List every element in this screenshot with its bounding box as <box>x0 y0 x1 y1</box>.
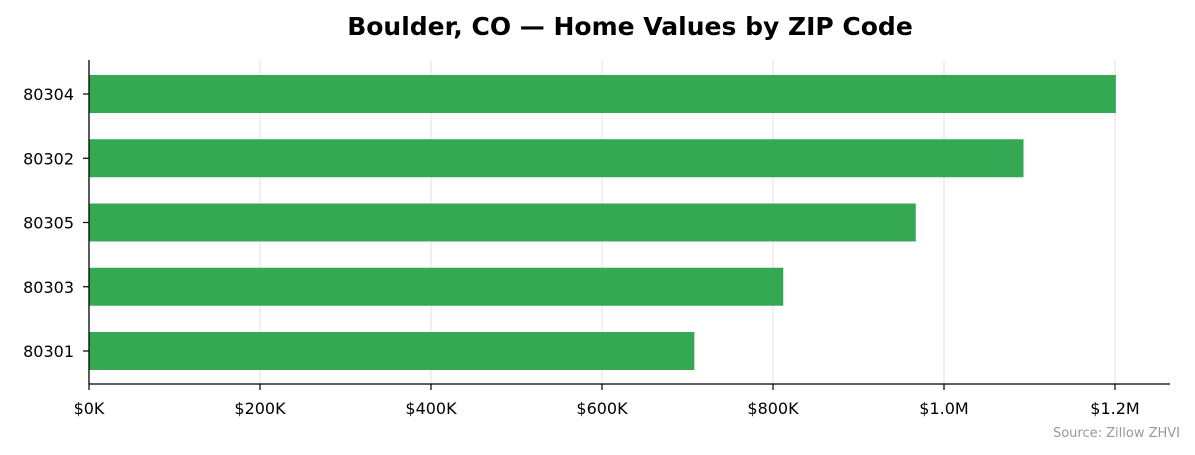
y-tick-label: 80305 <box>23 214 74 233</box>
x-tick-label: $800K <box>747 399 799 418</box>
bars <box>89 75 1116 370</box>
y-tick-label: 80303 <box>23 278 74 297</box>
chart-title: Boulder, CO — Home Values by ZIP Code <box>347 12 913 41</box>
y-tick-label: 80301 <box>23 342 74 361</box>
y-tick-label: 80304 <box>23 85 74 104</box>
ticks: $0K $200K $400K $600K $800K $1.0M $1.2M 80304 80… <box>23 85 1140 418</box>
y-tick-label: 80302 <box>23 149 74 168</box>
bar-80302 <box>89 139 1024 178</box>
x-tick-label: $0K <box>74 399 105 418</box>
x-tick-label: $1.0M <box>919 399 968 418</box>
x-tick-label: $400K <box>405 399 457 418</box>
bar-80301 <box>89 332 695 370</box>
x-tick-label: $200K <box>234 399 286 418</box>
x-tick-label: $600K <box>576 399 628 418</box>
x-tick-label: $1.2M <box>1090 399 1139 418</box>
bar-80303 <box>89 267 784 306</box>
bar-80304 <box>89 75 1116 113</box>
bar-80305 <box>89 203 916 242</box>
source-note: Source: Zillow ZHVI <box>1053 426 1180 441</box>
